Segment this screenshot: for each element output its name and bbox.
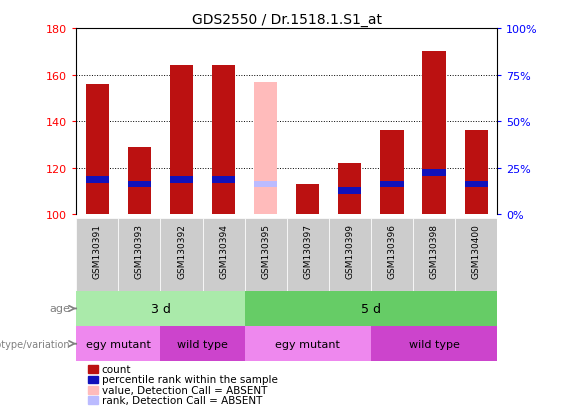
Text: GSM130393: GSM130393 bbox=[135, 224, 144, 279]
Text: wild type: wild type bbox=[177, 339, 228, 349]
Bar bbox=[371, 219, 413, 291]
Bar bbox=[160, 219, 202, 291]
Text: GSM130396: GSM130396 bbox=[388, 224, 397, 279]
Bar bbox=[287, 219, 329, 291]
Bar bbox=[245, 219, 287, 291]
Bar bbox=[423, 52, 446, 215]
Text: egy mutant: egy mutant bbox=[86, 339, 151, 349]
Bar bbox=[128, 181, 151, 188]
Bar bbox=[212, 66, 235, 215]
Bar bbox=[380, 131, 403, 215]
Bar bbox=[464, 181, 488, 188]
Bar bbox=[380, 181, 403, 188]
Bar bbox=[202, 219, 245, 291]
Text: value, Detection Call = ABSENT: value, Detection Call = ABSENT bbox=[102, 385, 267, 395]
Bar bbox=[245, 326, 371, 361]
Bar bbox=[338, 164, 362, 215]
Title: GDS2550 / Dr.1518.1.S1_at: GDS2550 / Dr.1518.1.S1_at bbox=[192, 12, 382, 26]
Text: GSM130392: GSM130392 bbox=[177, 224, 186, 279]
Bar bbox=[128, 147, 151, 215]
Bar bbox=[338, 188, 362, 195]
Bar bbox=[296, 185, 319, 215]
Text: GSM130397: GSM130397 bbox=[303, 224, 312, 279]
Bar bbox=[160, 326, 245, 361]
Bar bbox=[254, 82, 277, 215]
Text: GSM130391: GSM130391 bbox=[93, 224, 102, 279]
Text: 5 d: 5 d bbox=[361, 302, 381, 315]
Bar bbox=[76, 219, 119, 291]
Text: GSM130398: GSM130398 bbox=[429, 224, 438, 279]
Text: count: count bbox=[102, 364, 131, 374]
Bar bbox=[423, 169, 446, 176]
Bar bbox=[464, 131, 488, 215]
Bar bbox=[455, 219, 497, 291]
Text: percentile rank within the sample: percentile rank within the sample bbox=[102, 375, 277, 385]
Bar bbox=[254, 181, 277, 188]
Bar bbox=[245, 291, 497, 326]
Bar bbox=[76, 326, 160, 361]
Bar bbox=[329, 219, 371, 291]
Bar bbox=[413, 219, 455, 291]
Text: genotype/variation: genotype/variation bbox=[0, 339, 71, 349]
Text: rank, Detection Call = ABSENT: rank, Detection Call = ABSENT bbox=[102, 395, 262, 405]
Text: GSM130395: GSM130395 bbox=[261, 224, 270, 279]
Text: GSM130394: GSM130394 bbox=[219, 224, 228, 279]
Text: GSM130399: GSM130399 bbox=[345, 224, 354, 279]
Bar bbox=[86, 176, 109, 183]
Bar bbox=[371, 326, 497, 361]
Text: 3 d: 3 d bbox=[150, 302, 171, 315]
Bar bbox=[212, 176, 235, 183]
Bar bbox=[76, 291, 245, 326]
Text: wild type: wild type bbox=[408, 339, 459, 349]
Text: age: age bbox=[50, 304, 71, 314]
Bar bbox=[170, 176, 193, 183]
Bar bbox=[170, 66, 193, 215]
Bar bbox=[119, 219, 160, 291]
Bar bbox=[86, 85, 109, 215]
Text: egy mutant: egy mutant bbox=[275, 339, 340, 349]
Text: GSM130400: GSM130400 bbox=[472, 224, 481, 279]
